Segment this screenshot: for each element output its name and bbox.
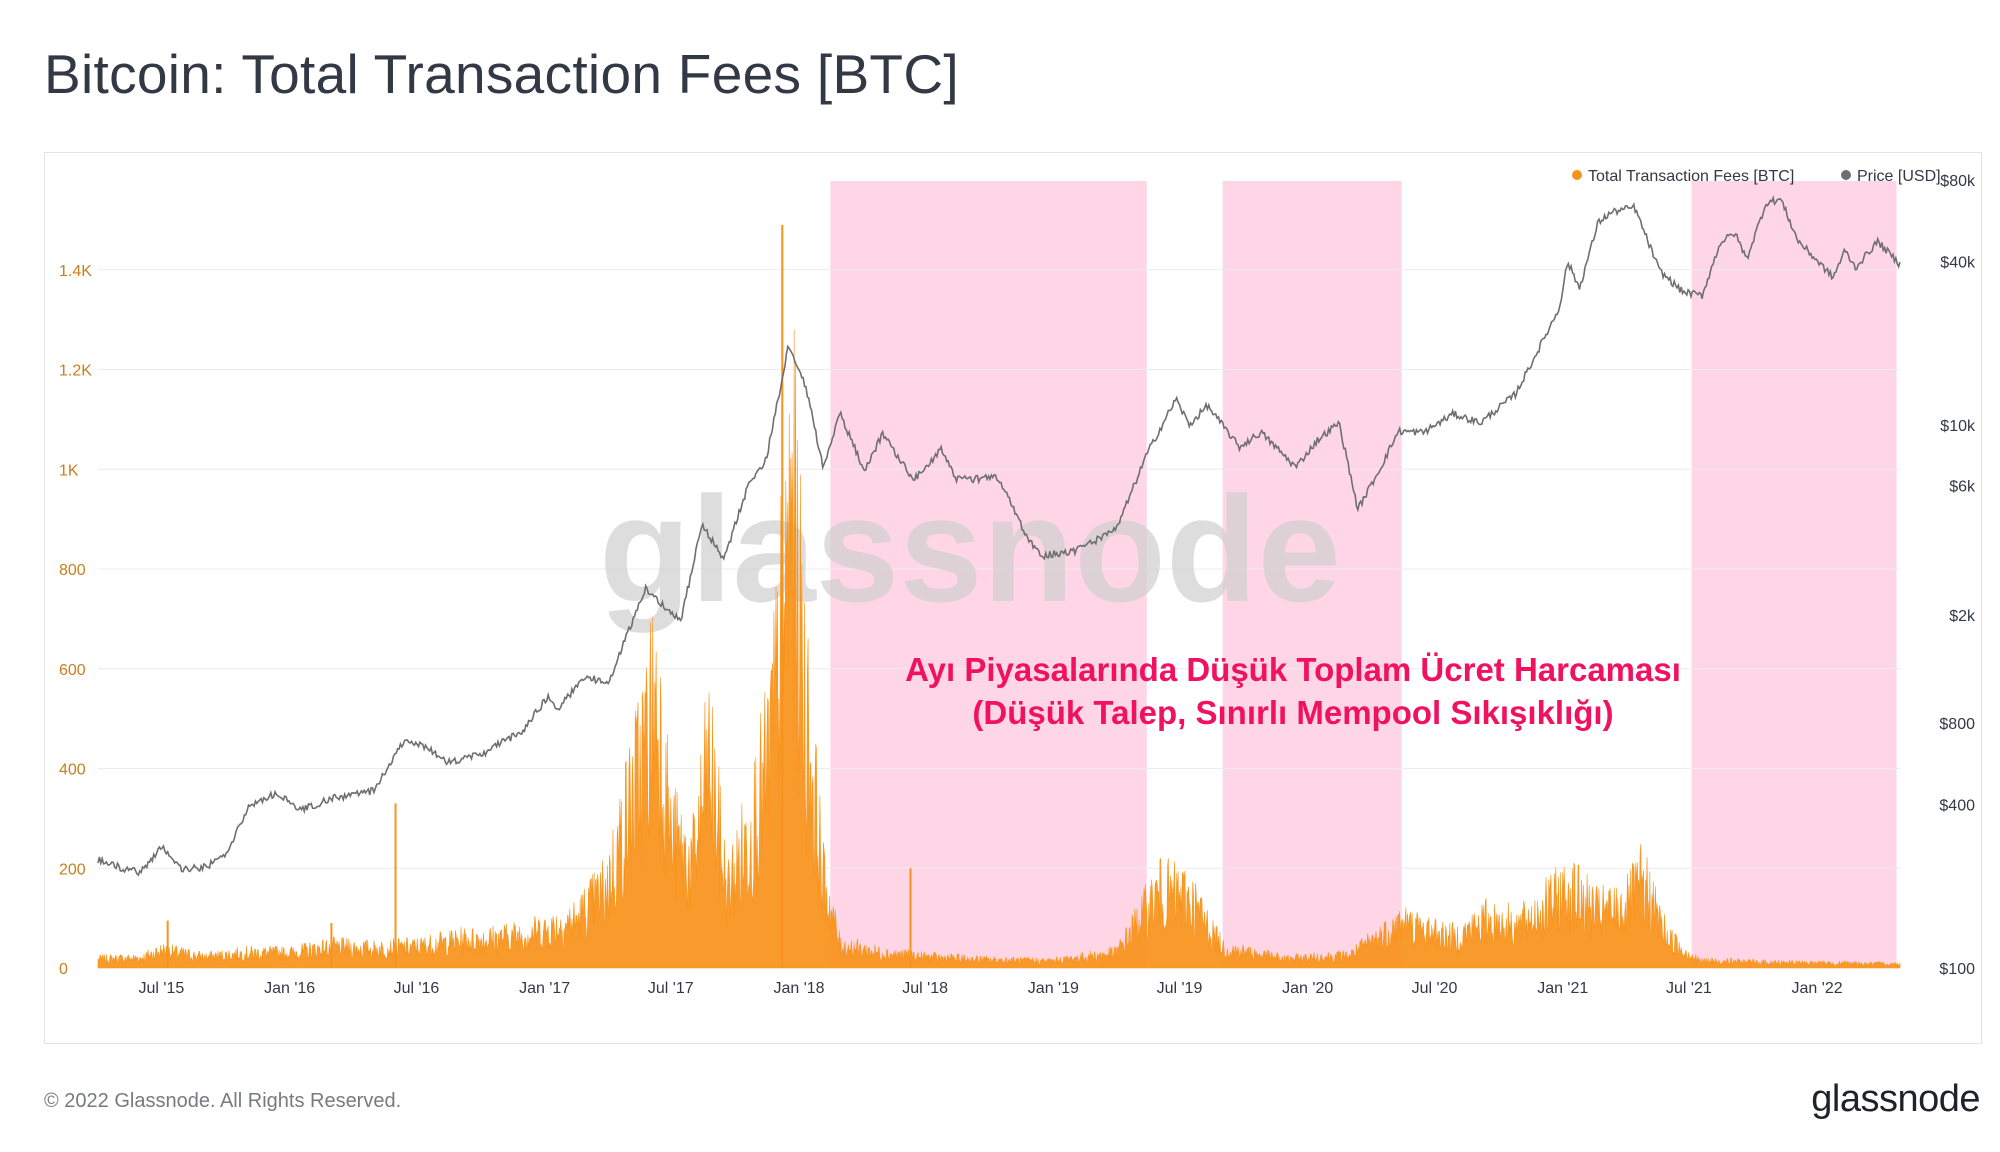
bear-market-shades [830, 181, 1897, 968]
price-line [97, 195, 1901, 877]
shaded-period-2 [1222, 181, 1402, 968]
y-left-tick-label: 1K [59, 462, 79, 479]
annotation-line2: (Düşük Talep, Sınırlı Mempool Sıkışıklığ… [972, 694, 1613, 731]
y-left-tick-label: 800 [59, 562, 86, 579]
x-tick-label: Jan '20 [1282, 980, 1333, 997]
y-left-tick-label: 400 [59, 762, 86, 779]
y-left-tick-label: 1.4K [59, 263, 92, 280]
y-right-tick-label: $800 [1939, 716, 1975, 733]
x-axis: Jul '15 Jan '16 Jul '16 Jan '17 Jul '17 Jan '… [139, 980, 1843, 997]
y-right-tick-label: $400 [1939, 798, 1975, 815]
y-left-tick-label: 1.2K [59, 363, 92, 380]
legend-swatch-price [1841, 170, 1851, 180]
legend-swatch-fees [1572, 170, 1582, 180]
x-tick-label: Jan '22 [1792, 980, 1843, 997]
y-left-tick-label: 0 [59, 961, 68, 978]
y-right-tick-label: $2k [1949, 608, 1976, 625]
fees-series [97, 224, 1901, 969]
y-left-tick-label: 600 [59, 662, 86, 679]
legend: Total Transaction Fees [BTC] Price [USD] [1572, 168, 1941, 185]
shaded-period-3 [1691, 181, 1897, 968]
price-series [97, 195, 1901, 877]
x-tick-label: Jul '21 [1666, 980, 1712, 997]
y-right-tick-label: $100 [1939, 961, 1975, 978]
x-tick-label: Jan '18 [773, 980, 824, 997]
glassnode-logo: glassnode [1811, 1078, 1980, 1120]
x-tick-label: Jul '20 [1412, 980, 1458, 997]
x-tick-label: Jan '19 [1028, 980, 1079, 997]
watermark: glassnode [599, 465, 1341, 633]
x-tick-label: Jul '19 [1157, 980, 1203, 997]
page-title: Bitcoin: Total Transaction Fees [BTC] [44, 43, 959, 105]
legend-label-fees: Total Transaction Fees [BTC] [1588, 168, 1794, 185]
x-tick-label: Jan '17 [519, 980, 570, 997]
chart-svg: glassnode 0 200 400 600 800 1K 1.2K 1.4K $100 $4… [59, 168, 1976, 997]
y-right-tick-label: $10k [1940, 418, 1976, 435]
y-axis-right: $100 $400 $800 $2k $6k $10k $40k $80k [1939, 173, 1976, 978]
y-right-tick-label: $6k [1949, 478, 1976, 495]
fees-area [97, 329, 1901, 969]
x-tick-label: Jan '21 [1537, 980, 1588, 997]
x-tick-label: Jan '16 [264, 980, 315, 997]
x-tick-label: Jul '16 [394, 980, 440, 997]
y-left-tick-label: 200 [59, 861, 86, 878]
annotation-line1: Ayı Piyasalarında Düşük Toplam Ücret Har… [905, 651, 1681, 688]
copyright: © 2022 Glassnode. All Rights Reserved. [44, 1090, 402, 1112]
y-right-tick-label: $40k [1940, 255, 1976, 272]
legend-label-price: Price [USD] [1857, 168, 1941, 185]
shaded-period-1 [830, 181, 1147, 968]
x-tick-label: Jul '18 [902, 980, 948, 997]
y-axis-left: 0 200 400 600 800 1K 1.2K 1.4K [59, 263, 92, 978]
x-tick-label: Jul '15 [139, 980, 185, 997]
y-right-tick-label: $80k [1940, 173, 1976, 190]
x-tick-label: Jul '17 [648, 980, 694, 997]
chart-panel: glassnode 0 200 400 600 800 1K 1.2K 1.4K $100 $4… [44, 152, 1982, 1044]
